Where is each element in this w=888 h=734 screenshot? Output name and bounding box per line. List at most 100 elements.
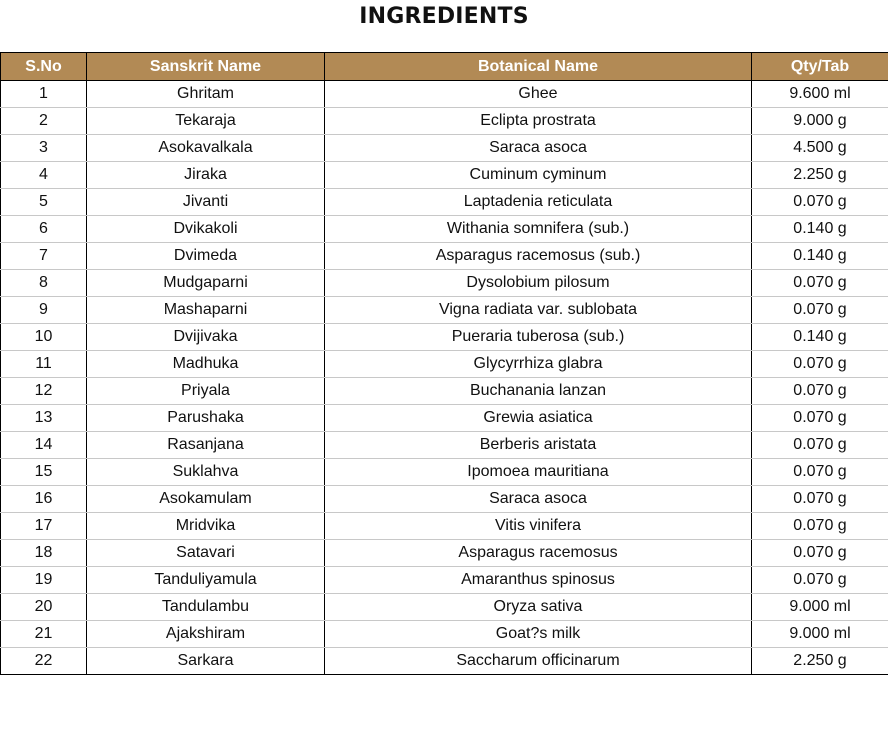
cell-qty: 0.070 g (751, 296, 888, 324)
cell-sanskrit-name: Jivanti (86, 188, 325, 216)
cell-sanskrit-name: Tanduliyamula (86, 566, 325, 594)
cell-sno: 1 (0, 80, 87, 108)
cell-qty: 0.140 g (751, 242, 888, 270)
table-row: 4 Jiraka Cuminum cyminum 2.250 g (0, 161, 888, 189)
cell-sanskrit-name: Parushaka (86, 404, 325, 432)
cell-sno: 6 (0, 215, 87, 243)
cell-sno: 11 (0, 350, 87, 378)
column-header-qty-per-tab: Qty/Tab (751, 52, 888, 81)
cell-sanskrit-name: Tekaraja (86, 107, 325, 135)
cell-qty: 0.070 g (751, 404, 888, 432)
cell-sanskrit-name: Satavari (86, 539, 325, 567)
cell-botanical-name: Saraca asoca (324, 485, 752, 513)
cell-sno: 9 (0, 296, 87, 324)
cell-botanical-name: Ghee (324, 80, 752, 108)
ingredients-table: S.No Sanskrit Name Botanical Name Qty/Ta… (0, 52, 888, 675)
column-header-sno: S.No (0, 52, 87, 81)
cell-qty: 0.070 g (751, 485, 888, 513)
cell-botanical-name: Cuminum cyminum (324, 161, 752, 189)
cell-botanical-name: Goat?s milk (324, 620, 752, 648)
cell-sno: 2 (0, 107, 87, 135)
cell-sno: 19 (0, 566, 87, 594)
cell-botanical-name: Oryza sativa (324, 593, 752, 621)
cell-qty: 2.250 g (751, 647, 888, 675)
cell-sanskrit-name: Asokamulam (86, 485, 325, 513)
cell-sanskrit-name: Madhuka (86, 350, 325, 378)
cell-sno: 3 (0, 134, 87, 162)
cell-qty: 9.000 ml (751, 620, 888, 648)
cell-sno: 15 (0, 458, 87, 486)
cell-botanical-name: Pueraria tuberosa (sub.) (324, 323, 752, 351)
table-row: 7 Dvimeda Asparagus racemosus (sub.) 0.140 … (0, 242, 888, 270)
cell-botanical-name: Eclipta prostrata (324, 107, 752, 135)
cell-sanskrit-name: Priyala (86, 377, 325, 405)
cell-sno: 10 (0, 323, 87, 351)
cell-sanskrit-name: Tandulambu (86, 593, 325, 621)
cell-botanical-name: Saccharum officinarum (324, 647, 752, 675)
cell-qty: 4.500 g (751, 134, 888, 162)
table-row: 19 Tanduliyamula Amaranthus spinosus 0.070 … (0, 566, 888, 594)
cell-sno: 8 (0, 269, 87, 297)
cell-qty: 0.070 g (751, 377, 888, 405)
cell-sanskrit-name: Rasanjana (86, 431, 325, 459)
cell-qty: 0.140 g (751, 215, 888, 243)
cell-sno: 21 (0, 620, 87, 648)
table-row: 21 Ajakshiram Goat?s milk 9.000 ml (0, 620, 888, 648)
cell-qty: 2.250 g (751, 161, 888, 189)
table-header: S.No Sanskrit Name Botanical Name Qty/Ta… (0, 52, 888, 81)
cell-sno: 12 (0, 377, 87, 405)
header-row: S.No Sanskrit Name Botanical Name Qty/Ta… (0, 52, 888, 81)
table-row: 17 Mridvika Vitis vinifera 0.070 g (0, 512, 888, 540)
cell-qty: 0.070 g (751, 269, 888, 297)
table-row: 18 Satavari Asparagus racemosus 0.070 g (0, 539, 888, 567)
cell-qty: 0.140 g (751, 323, 888, 351)
cell-botanical-name: Glycyrrhiza glabra (324, 350, 752, 378)
table-row: 14 Rasanjana Berberis aristata 0.070 g (0, 431, 888, 459)
table-row: 9 Mashaparni Vigna radiata var. sublobata 0… (0, 296, 888, 324)
cell-sanskrit-name: Jiraka (86, 161, 325, 189)
column-header-sanskrit-name: Sanskrit Name (86, 52, 325, 81)
cell-sanskrit-name: Mridvika (86, 512, 325, 540)
cell-sno: 16 (0, 485, 87, 513)
table-row: 1 Ghritam Ghee 9.600 ml (0, 80, 888, 108)
cell-botanical-name: Amaranthus spinosus (324, 566, 752, 594)
table-row: 13 Parushaka Grewia asiatica 0.070 g (0, 404, 888, 432)
cell-sanskrit-name: Mudgaparni (86, 269, 325, 297)
table-row: 10 Dvijivaka Pueraria tuberosa (sub.) 0.140… (0, 323, 888, 351)
column-header-botanical-name: Botanical Name (324, 52, 752, 81)
cell-qty: 0.070 g (751, 512, 888, 540)
cell-qty: 9.000 ml (751, 593, 888, 621)
cell-sno: 5 (0, 188, 87, 216)
cell-botanical-name: Ipomoea mauritiana (324, 458, 752, 486)
cell-botanical-name: Buchanania lanzan (324, 377, 752, 405)
cell-sanskrit-name: Asokavalkala (86, 134, 325, 162)
cell-botanical-name: Berberis aristata (324, 431, 752, 459)
cell-sno: 14 (0, 431, 87, 459)
cell-sno: 22 (0, 647, 87, 675)
cell-qty: 9.600 ml (751, 80, 888, 108)
cell-botanical-name: Asparagus racemosus (sub.) (324, 242, 752, 270)
cell-botanical-name: Withania somnifera (sub.) (324, 215, 752, 243)
cell-qty: 0.070 g (751, 539, 888, 567)
cell-qty: 0.070 g (751, 188, 888, 216)
cell-sanskrit-name: Sarkara (86, 647, 325, 675)
table-body: 1 Ghritam Ghee 9.600 ml 2 Tekaraja Eclipta pro… (0, 80, 888, 675)
cell-botanical-name: Dysolobium pilosum (324, 269, 752, 297)
table-row: 6 Dvikakoli Withania somnifera (sub.) 0.140… (0, 215, 888, 243)
cell-sanskrit-name: Ghritam (86, 80, 325, 108)
cell-sanskrit-name: Dvimeda (86, 242, 325, 270)
table-row: 8 Mudgaparni Dysolobium pilosum 0.070 g (0, 269, 888, 297)
table-row: 2 Tekaraja Eclipta prostrata 9.000 g (0, 107, 888, 135)
cell-botanical-name: Saraca asoca (324, 134, 752, 162)
cell-sno: 13 (0, 404, 87, 432)
cell-botanical-name: Vitis vinifera (324, 512, 752, 540)
cell-sanskrit-name: Dvikakoli (86, 215, 325, 243)
table-row: 5 Jivanti Laptadenia reticulata 0.070 g (0, 188, 888, 216)
cell-botanical-name: Vigna radiata var. sublobata (324, 296, 752, 324)
table-row: 22 Sarkara Saccharum officinarum 2.250 g (0, 647, 888, 675)
cell-sno: 17 (0, 512, 87, 540)
table-row: 16 Asokamulam Saraca asoca 0.070 g (0, 485, 888, 513)
table-row: 20 Tandulambu Oryza sativa 9.000 ml (0, 593, 888, 621)
cell-qty: 0.070 g (751, 431, 888, 459)
cell-sno: 18 (0, 539, 87, 567)
